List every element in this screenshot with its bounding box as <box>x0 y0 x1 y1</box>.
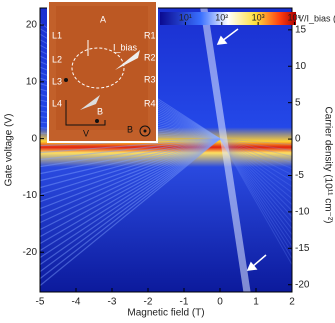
inset-label: R4 <box>144 98 156 108</box>
y-axis-label: Gate voltage (V) <box>4 114 15 187</box>
fan-line <box>219 138 293 265</box>
inset-label: L2 <box>52 54 62 64</box>
inset <box>47 0 158 143</box>
fan-line <box>39 138 221 287</box>
inset-label: V <box>83 128 89 138</box>
inset-label: L4 <box>52 98 62 108</box>
fan-line <box>219 138 293 158</box>
fan-line <box>219 138 293 235</box>
fan-line <box>39 138 221 154</box>
fan-line <box>219 138 293 229</box>
colorbar-label: V/I_bias (Ω) <box>298 13 335 23</box>
x-tick-label: -4 <box>72 297 81 308</box>
fan-line <box>39 138 221 196</box>
y2-tick-label: -5 <box>295 170 304 181</box>
inset-label: R3 <box>144 74 156 84</box>
y2-tick-label: -20 <box>295 279 310 290</box>
fan-line <box>39 138 221 217</box>
fan-line <box>39 138 221 280</box>
fan-line <box>219 138 293 194</box>
fan-line <box>219 138 293 217</box>
fan-line <box>39 138 221 168</box>
fan-line <box>219 138 293 247</box>
fan-line <box>219 138 293 200</box>
y-tick-label: -20 <box>23 247 38 258</box>
x-tick-label: 0 <box>217 297 223 308</box>
y2-tick-label: 15 <box>295 24 307 35</box>
fan-line <box>219 138 293 223</box>
fan-line <box>39 138 221 259</box>
y2-tick-label: -10 <box>295 207 310 218</box>
fan-line <box>39 138 221 266</box>
fan-line <box>39 138 221 161</box>
fan-line <box>219 138 293 170</box>
inset-label: R1 <box>144 30 156 40</box>
inset-label: B <box>97 106 103 116</box>
inset-label: A <box>100 14 106 24</box>
fan-line <box>39 138 221 182</box>
fan-line <box>219 138 293 206</box>
fan-line <box>219 138 293 152</box>
x-tick-label: -2 <box>144 297 153 308</box>
y-tick-label: -10 <box>23 190 38 201</box>
y-tick-label: 10 <box>26 76 38 87</box>
fan-line <box>219 138 293 164</box>
fan-line <box>39 138 221 273</box>
y-tick-label: 0 <box>31 133 37 144</box>
fan-line <box>219 138 293 253</box>
y2-tick-label: -15 <box>295 243 310 254</box>
y2-axis-label: Carrier density (10¹¹ cm⁻²) <box>322 107 333 224</box>
fan-line <box>219 138 293 188</box>
colorbar-tick-label: 10⁴ <box>288 12 302 22</box>
inset-label: R2 <box>144 52 156 62</box>
fan-line <box>39 138 221 203</box>
y2-tick-label: 5 <box>295 97 301 108</box>
inset-label: L3 <box>52 76 62 86</box>
fan-line <box>39 138 221 252</box>
fan-line <box>219 138 293 182</box>
colorbar-tick-label: 10¹ <box>179 12 192 22</box>
x-tick-label: -5 <box>36 297 45 308</box>
y-tick-label: 20 <box>26 20 38 31</box>
fan-line <box>39 138 221 231</box>
fan-line <box>219 138 293 259</box>
inset-label: L1 <box>52 30 62 40</box>
x-tick-label: -1 <box>180 297 189 308</box>
fan-line <box>39 138 221 175</box>
fan-line <box>39 138 221 210</box>
x-tick-label: 2 <box>289 297 295 308</box>
y2-tick-label: 10 <box>295 61 307 72</box>
frame <box>39 7 293 293</box>
fan-line <box>39 138 221 245</box>
fan-line <box>219 138 293 211</box>
colorbar <box>160 12 296 25</box>
x-tick-label: 1 <box>253 297 259 308</box>
colorbar-tick-label: 10² <box>215 12 228 22</box>
fan-line <box>39 138 221 238</box>
x-axis-label: Magnetic field (T) <box>127 308 204 319</box>
inset-label: I_bias <box>113 42 138 52</box>
fan-line <box>219 138 293 146</box>
fan-line <box>219 138 293 176</box>
x-tick-label: -3 <box>108 297 117 308</box>
fan-line <box>219 138 293 241</box>
colorbar-tick-label: 10³ <box>252 12 265 22</box>
fan-line <box>39 138 221 189</box>
inset-label: B <box>127 124 133 134</box>
fan-line <box>39 138 221 224</box>
streak <box>200 8 251 292</box>
arrows <box>216 28 267 271</box>
y2-tick-label: 0 <box>295 134 301 145</box>
